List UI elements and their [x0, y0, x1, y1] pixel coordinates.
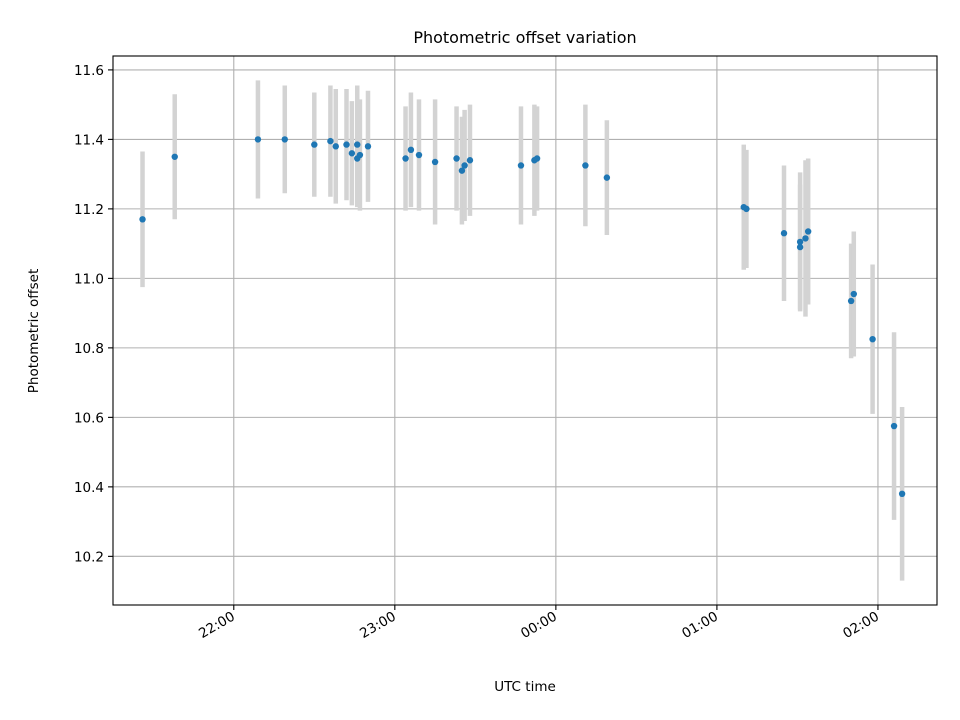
data-point [453, 155, 460, 162]
y-tick-label: 11.0 [74, 271, 104, 287]
data-point [582, 162, 589, 169]
y-axis-label: Photometric offset [26, 269, 42, 393]
data-point [869, 335, 876, 343]
data-point [407, 146, 415, 154]
data-point [796, 243, 804, 251]
data-point [898, 490, 906, 498]
y-axis-ticks: 10.2 10.4 10.6 10.8 11.0 11.2 11.4 11.6 [74, 63, 113, 565]
y-tick-label: 11.2 [74, 202, 104, 218]
data-point [743, 205, 750, 213]
data-point [890, 422, 898, 430]
data-point [603, 174, 611, 181]
data-point [850, 290, 857, 298]
data-point [356, 151, 364, 159]
data-point [517, 162, 525, 169]
data-point [796, 238, 804, 246]
y-tick-label: 10.2 [74, 549, 104, 565]
data-point [533, 155, 541, 162]
data-point [327, 137, 334, 145]
data-point [254, 136, 262, 143]
data-point [415, 151, 423, 159]
data-point [343, 141, 350, 148]
data-point [804, 228, 812, 235]
x-axis-label: UTC time [494, 679, 556, 695]
data-point [364, 143, 372, 150]
data-point [171, 153, 178, 160]
y-tick-label: 10.4 [74, 480, 104, 496]
y-tick-label: 11.4 [74, 132, 104, 148]
data-point [461, 162, 468, 169]
data-point [466, 157, 474, 164]
data-point [332, 143, 339, 150]
data-point [431, 158, 439, 166]
data-point [847, 297, 855, 305]
chart-title: Photometric offset variation [413, 28, 636, 47]
plot-area-frame [112, 55, 938, 606]
y-tick-label: 10.6 [74, 410, 104, 426]
data-point [348, 150, 356, 157]
y-tick-label: 10.8 [74, 341, 104, 357]
data-point [780, 230, 788, 237]
data-point [354, 141, 361, 148]
data-points [139, 136, 906, 498]
data-point [311, 141, 318, 148]
data-point [802, 235, 809, 242]
data-point [458, 167, 466, 174]
y-tick-label: 11.6 [74, 63, 104, 79]
data-point [402, 155, 409, 162]
data-point [139, 216, 146, 223]
data-point [281, 136, 288, 143]
